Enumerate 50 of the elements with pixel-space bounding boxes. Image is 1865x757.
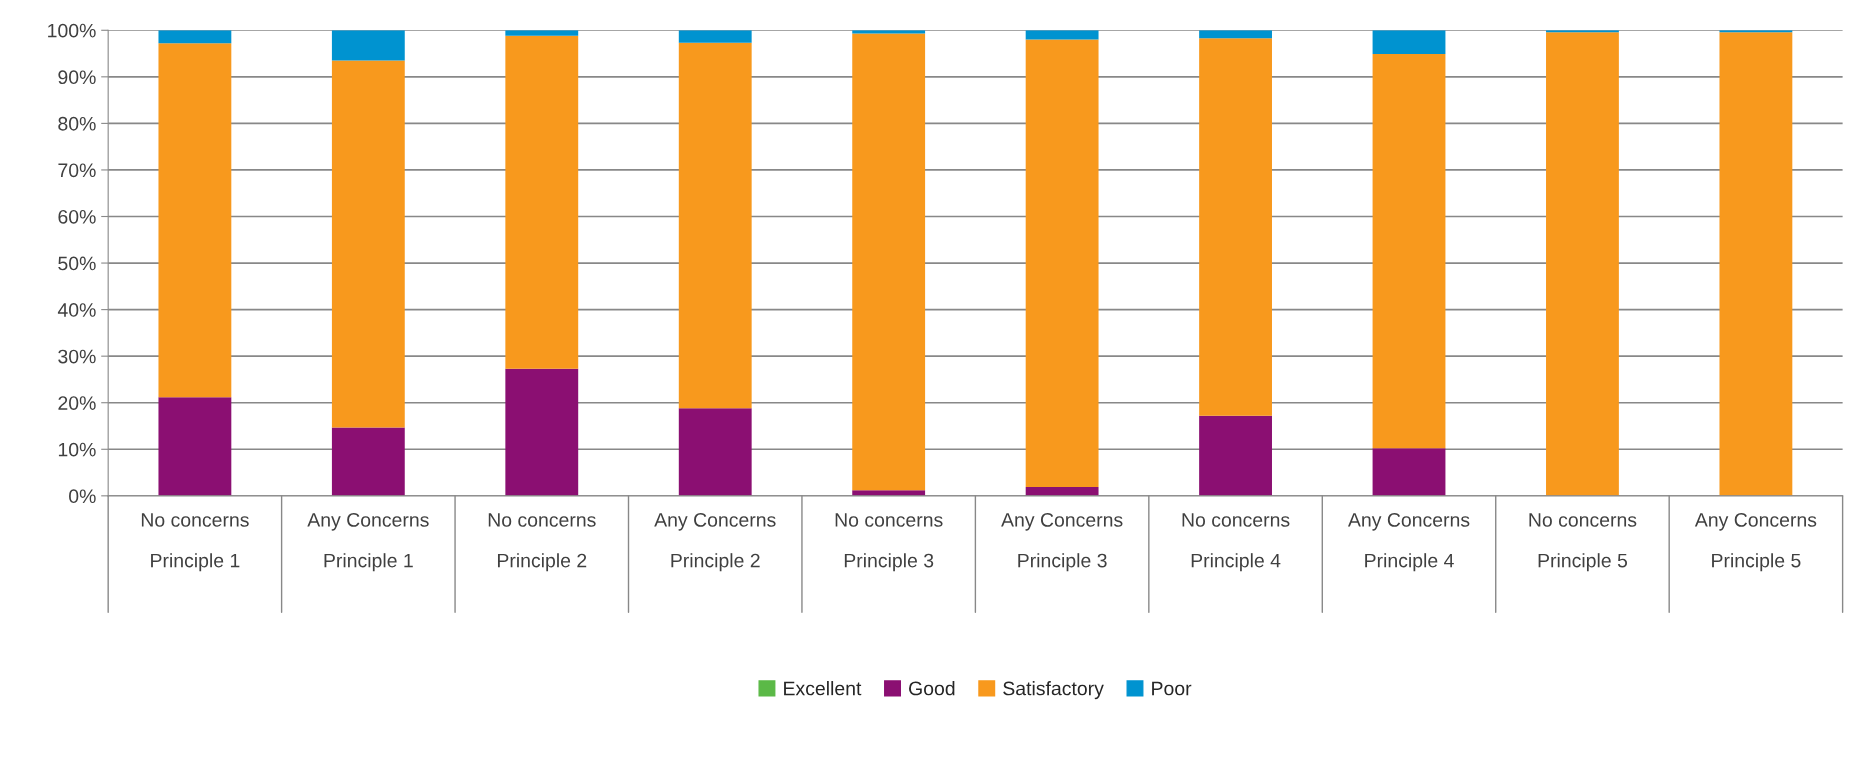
y-tick-label: 0%: [69, 489, 96, 504]
y-tick-label: 10%: [58, 442, 96, 457]
category-label: No concerns Principle 4: [1182, 513, 1290, 572]
bar: [678, 30, 752, 43]
bar: [505, 368, 579, 496]
bar: [505, 30, 579, 36]
y-tick-label: 80%: [58, 116, 96, 131]
bar: [852, 490, 926, 496]
bar: [678, 42, 752, 409]
bar: [1025, 486, 1099, 496]
bar: [1372, 54, 1446, 449]
bar: [158, 397, 232, 496]
bar: [331, 30, 405, 61]
bar: [1372, 448, 1446, 496]
bar: [158, 43, 232, 398]
bar: [852, 33, 926, 491]
bar: [331, 60, 405, 428]
x-tick-label: Any Concerns Principle 2: [654, 513, 776, 572]
y-tick-label: 90%: [58, 70, 96, 85]
bar: [1546, 32, 1619, 496]
y-tick-label: 70%: [58, 163, 96, 178]
bar: [1025, 39, 1099, 487]
x-tick-label: Any Concerns Principle 1: [307, 513, 429, 572]
x-tick-label: Any Concerns Principle 4: [1347, 513, 1470, 572]
y-tick-label: 60%: [58, 209, 96, 224]
category-label: No concerns Principle 2: [488, 513, 596, 572]
legend-label: Satisfactory: [1003, 681, 1104, 700]
category-label: No concerns Principle 3: [835, 513, 943, 572]
x-tick-label: Any Concerns Principle 5: [1694, 513, 1817, 572]
bar: [505, 35, 579, 369]
bar: [1199, 38, 1272, 416]
category-label: No concerns Principle 1: [141, 513, 249, 572]
bar: [1199, 415, 1272, 496]
y-tick-label: 30%: [58, 349, 96, 364]
legend-label: Poor: [1152, 681, 1192, 696]
x-tick-label: Any Concerns Principle 3: [1001, 513, 1123, 572]
y-tick-label: 20%: [58, 396, 96, 410]
category-label: No concerns Principle 5: [1529, 513, 1637, 572]
bar: [678, 408, 752, 496]
y-tick-label: 50%: [58, 256, 96, 271]
bar: [852, 30, 926, 34]
bar: [1025, 30, 1099, 40]
bar: [1719, 32, 1793, 496]
bar: [331, 427, 405, 496]
y-tick-label: 40%: [57, 303, 96, 317]
legend-label: Excellent: [784, 681, 862, 696]
legend-label: Good: [909, 681, 955, 696]
bar: [1372, 30, 1446, 55]
y-tick-label: 100%: [48, 23, 96, 38]
bar: [158, 30, 232, 44]
